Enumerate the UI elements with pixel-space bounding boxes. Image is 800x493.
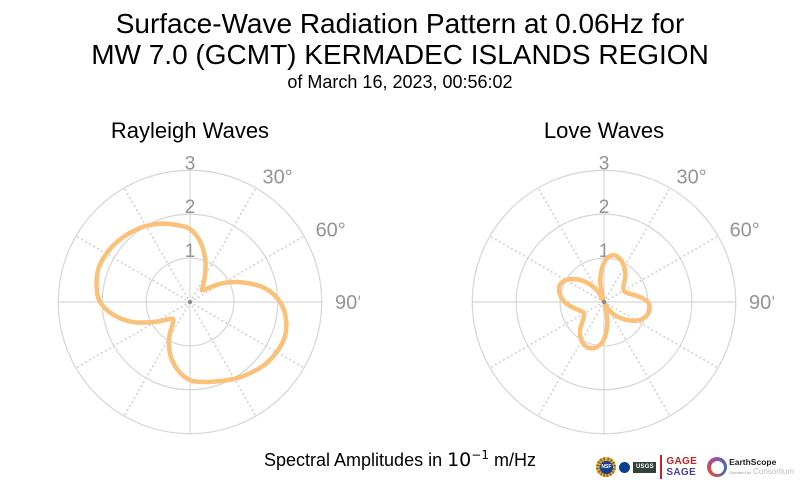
angle-spoke-dotted [489,303,601,369]
angle-spoke-dotted [193,303,305,369]
radiation-curve [556,252,652,351]
angle-spoke-dotted [605,187,671,299]
radial-tick-label: 2 [599,197,610,218]
love-plot-title: Love Waves [543,118,665,143]
figure-title-line1: Surface-Wave Radiation Pattern at 0.06Hz… [115,8,685,39]
nasa-logo [619,461,631,473]
radial-tick-label: 1 [185,241,196,262]
center-dot [601,299,607,305]
radial-tick-label: 3 [599,153,610,174]
angle-spoke-dotted [75,235,187,301]
caption-suffix: m/Hz [488,450,536,470]
caption-prefix: Spectral Amplitudes in [264,450,448,470]
rayleigh-polar-plot: 1 2 3 30° 60° 90° [57,153,360,435]
earthscope-logo: EarthScope Operated by Consortium [707,457,794,477]
angle-spoke-dotted [607,303,719,369]
angle-spoke-dotted [191,187,257,299]
angle-spoke-dotted [489,235,601,301]
angle-tick-label: 60° [316,220,346,242]
angle-tick-label: 90° [335,292,360,314]
figure-title-line2: MW 7.0 (GCMT) KERMADEC ISLANDS REGION [91,39,709,70]
angle-tick-label: 30° [677,166,707,188]
angle-tick-label: 60° [730,220,760,242]
angle-spoke-dotted [123,187,189,299]
angle-spoke-dotted [123,305,189,417]
angle-spoke-dotted [75,303,187,369]
radial-tick-label: 2 [185,197,196,218]
angle-spoke-dotted [607,235,719,301]
angle-tick-label: 90° [749,292,774,314]
radiation-curve [94,221,289,385]
radial-tick-label: 1 [599,241,610,262]
earthscope-name: EarthScope [729,457,777,467]
usgs-logo: USGS [633,461,657,473]
logo-strip: NSF USGS GAGE SAGE EarthScope Operated b… [596,452,794,482]
gage-label: GAGE [666,456,698,467]
sage-label: SAGE [666,467,696,478]
center-dot [187,299,193,305]
love-polar-plot: 1 2 3 30° 60° 90° [471,153,774,435]
gage-sage-logo: GAGE SAGE [666,456,697,478]
angle-spoke-dotted [191,305,257,417]
earthscope-ring-icon [707,457,728,477]
angle-spoke-dotted [537,187,603,299]
earthscope-consortium: Consortium [753,467,794,476]
usgs-logo-label: USGS [636,464,654,470]
amplitude-units-caption: Spectral Amplitudes in 10−1 m/Hz [0,448,800,471]
radial-tick-label: 3 [185,153,196,174]
figure-title: Surface-Wave Radiation Pattern at 0.06Hz… [0,8,800,92]
nsf-logo-label: NSF [599,460,613,474]
angle-spoke-dotted [193,235,305,301]
angle-spoke-dotted [537,305,603,417]
angle-spoke-dotted [605,305,671,417]
rayleigh-plot-title: Rayleigh Waves [110,118,270,143]
nsf-logo: NSF [596,457,617,477]
gage-sage-divider [660,455,663,479]
caption-exponent: −1 [471,448,489,462]
caption-base: 10 [447,449,472,471]
figure-title-line3: of March 16, 2023, 00:56:02 [287,72,513,92]
angle-tick-label: 30° [263,166,293,188]
earthscope-operated-by: Operated by [729,470,752,475]
